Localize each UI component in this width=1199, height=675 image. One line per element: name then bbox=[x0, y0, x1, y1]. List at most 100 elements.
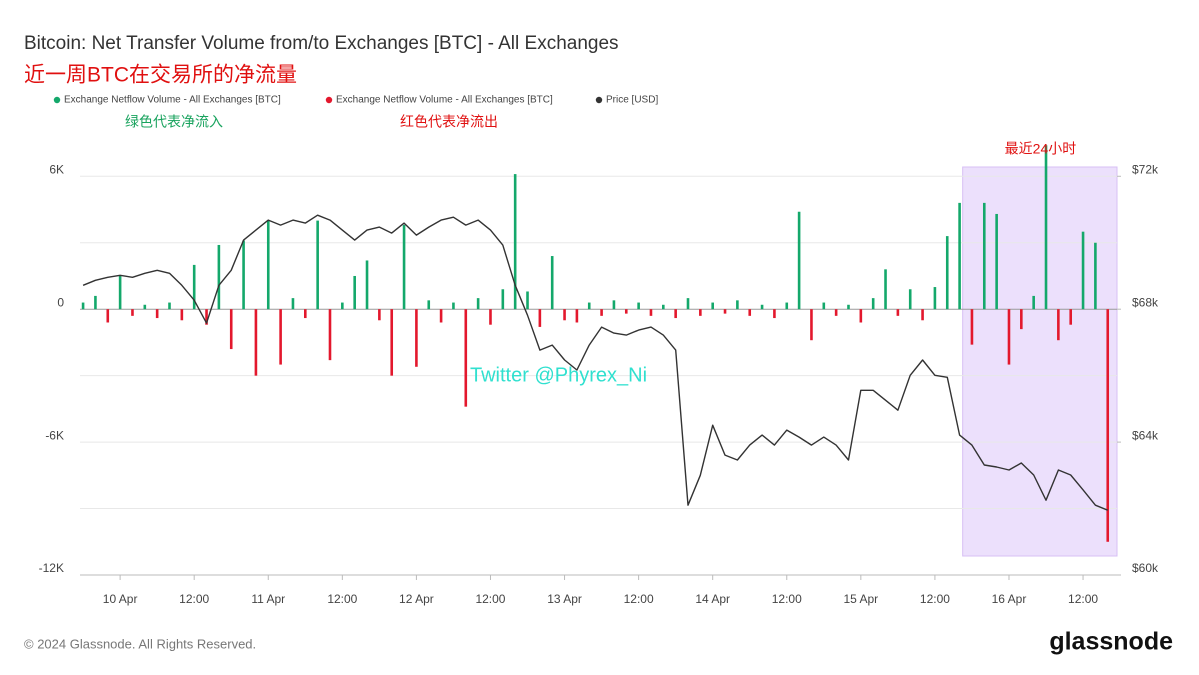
legend-marker bbox=[53, 96, 61, 104]
netflow-bar bbox=[723, 309, 727, 314]
netflow-bar bbox=[834, 309, 838, 316]
x-tick-label: 12:00 bbox=[1068, 592, 1098, 606]
y2-tick-label: $60k bbox=[1132, 561, 1159, 575]
netflow-bar bbox=[1057, 309, 1060, 341]
y-tick-label: 0 bbox=[57, 295, 64, 309]
netflow-bar bbox=[81, 302, 85, 310]
brand: glassnode bbox=[1049, 628, 1173, 656]
netflow-bar bbox=[489, 309, 492, 325]
netflow-bar bbox=[847, 304, 850, 310]
watermark: Twitter @Phyrex_Ni bbox=[470, 364, 647, 386]
netflow-bar bbox=[859, 309, 863, 323]
netflow-bar bbox=[1069, 309, 1073, 325]
y2-tick-label: $64k bbox=[1132, 428, 1159, 442]
x-tick-label: 12:00 bbox=[475, 592, 505, 606]
netflow-bar bbox=[785, 302, 789, 310]
x-tick-label: 10 Apr bbox=[103, 592, 138, 606]
netflow-bar bbox=[711, 302, 714, 310]
x-tick-label: 13 Apr bbox=[547, 592, 582, 606]
marks-layer bbox=[81, 145, 1110, 542]
netflow-bar bbox=[217, 244, 221, 310]
netflow-bar bbox=[291, 298, 295, 310]
netflow-bar bbox=[365, 260, 369, 310]
netflow-bar bbox=[686, 298, 690, 310]
netflow-bar bbox=[205, 309, 208, 325]
netflow-bar bbox=[871, 298, 875, 310]
grid-layer bbox=[80, 175, 1121, 580]
netflow-bar bbox=[662, 304, 665, 310]
netflow-bar bbox=[538, 309, 542, 327]
netflow-bar bbox=[760, 304, 764, 310]
netflow-bar bbox=[341, 302, 344, 310]
netflow-bar bbox=[884, 269, 887, 310]
footer: © 2024 Glassnode. All Rights Reserved. bbox=[24, 636, 256, 651]
y2-tick-label: $68k bbox=[1132, 295, 1159, 309]
x-tick-label: 12:00 bbox=[179, 592, 209, 606]
netflow-bar bbox=[1020, 309, 1023, 330]
netflow-bar bbox=[736, 300, 739, 310]
netflow-bar bbox=[933, 287, 937, 310]
x-tick-label: 12:00 bbox=[624, 592, 654, 606]
y-tick-label: 6K bbox=[49, 162, 64, 176]
chart-title: Bitcoin: Net Transfer Volume from/to Exc… bbox=[24, 33, 619, 54]
netflow-bar bbox=[316, 220, 319, 310]
netflow-bar bbox=[378, 309, 381, 321]
legend-label: Price [USD] bbox=[606, 95, 658, 106]
netflow-bar bbox=[328, 309, 332, 361]
netflow-bar bbox=[526, 291, 529, 310]
x-tick-label: 16 Apr bbox=[992, 592, 1027, 606]
netflow-bar bbox=[266, 220, 270, 310]
netflow-bar bbox=[896, 309, 900, 316]
annotation: 绿色代表净流入 bbox=[125, 114, 223, 130]
netflow-bar bbox=[439, 309, 443, 323]
netflow-bar bbox=[402, 225, 406, 310]
netflow-bar bbox=[563, 309, 566, 321]
netflow-bar bbox=[550, 256, 554, 310]
netflow-bar bbox=[982, 202, 986, 310]
netflow-bar bbox=[970, 309, 974, 345]
netflow-bar bbox=[1094, 242, 1097, 310]
x-tick-label: 14 Apr bbox=[695, 592, 730, 606]
netflow-bar bbox=[192, 264, 196, 310]
netflow-bar bbox=[155, 309, 159, 319]
y-tick-label: -12K bbox=[39, 561, 64, 575]
x-tick-label: 12 Apr bbox=[399, 592, 434, 606]
netflow-bar bbox=[649, 309, 653, 316]
netflow-bar bbox=[699, 309, 702, 316]
legend-marker bbox=[595, 96, 603, 104]
netflow-bar bbox=[773, 309, 776, 319]
netflow-bar bbox=[1106, 309, 1110, 542]
netflow-bar bbox=[143, 304, 147, 310]
netflow-bar bbox=[945, 236, 949, 310]
chart-subtitle: 近一周BTC在交易所的净流量 bbox=[24, 64, 297, 87]
x-tick-label: 15 Apr bbox=[843, 592, 878, 606]
overlay-layer: 最近24小时 6K 0 -6K -12K $72k $68k $64k $60k 10 Apr 12… bbox=[39, 95, 1159, 607]
netflow-bar bbox=[822, 302, 826, 310]
netflow-bar bbox=[229, 309, 233, 350]
netflow-bar bbox=[94, 295, 97, 310]
netflow-bar bbox=[304, 309, 307, 319]
annotation: 最近24小时 bbox=[1005, 141, 1077, 157]
netflow-bar bbox=[1032, 295, 1035, 310]
netflow-bar bbox=[810, 309, 813, 341]
netflow-bar bbox=[118, 275, 122, 310]
netflow-bar bbox=[106, 309, 110, 323]
netflow-bar bbox=[452, 302, 455, 310]
netflow-bar bbox=[624, 309, 628, 314]
x-tick-label: 12:00 bbox=[920, 592, 950, 606]
netflow-bar bbox=[1007, 309, 1011, 365]
x-tick-label: 11 Apr bbox=[251, 592, 285, 606]
netflow-bar bbox=[748, 309, 752, 316]
netflow-bar bbox=[587, 302, 591, 310]
netflow-bar bbox=[476, 298, 480, 310]
netflow-bar bbox=[958, 202, 961, 310]
netflow-bar bbox=[427, 300, 431, 310]
netflow-bar bbox=[168, 302, 171, 310]
netflow-bar bbox=[674, 309, 677, 319]
netflow-bar bbox=[513, 174, 517, 310]
netflow-bar bbox=[501, 289, 505, 310]
netflow-bar bbox=[921, 309, 924, 321]
background-layer bbox=[962, 166, 1118, 557]
y-tick-label: -6K bbox=[45, 428, 64, 442]
